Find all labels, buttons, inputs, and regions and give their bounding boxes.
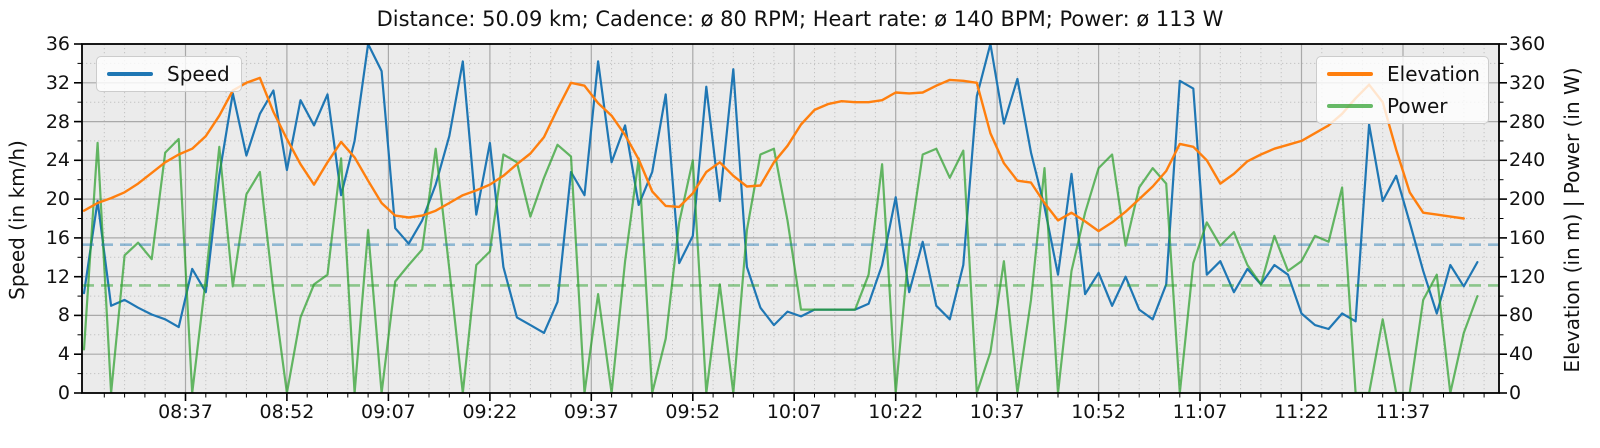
x-tick-label: 09:52 (665, 401, 721, 423)
y-left-tick-label: 8 (57, 304, 70, 327)
y-right-tick-label: 120 (1509, 265, 1546, 288)
y-left-tick-label: 0 (57, 382, 70, 404)
x-tick-label: 11:37 (1375, 401, 1431, 423)
x-tick-label: 08:37 (158, 401, 213, 423)
x-tick-label: 11:22 (1274, 401, 1329, 423)
y-left-tick-label: 4 (57, 343, 70, 366)
y-right-tick-label: 240 (1509, 149, 1546, 172)
x-tick-label: 09:22 (462, 401, 518, 423)
x-tick-label: 09:37 (563, 401, 619, 423)
speed-legend-label: Speed (167, 62, 230, 86)
legend-row-elevation: Elevation (1317, 61, 1488, 87)
legend-elevation-power: Elevation Power (1316, 56, 1489, 124)
legend-row-speed: Speed (97, 61, 230, 87)
left-axis-label: Speed (in km/h) (5, 140, 29, 300)
chart-title: Distance: 50.09 km; Cadence: ø 80 RPM; H… (376, 7, 1224, 31)
x-tick-label: 10:07 (766, 401, 822, 423)
elevation-legend-label: Elevation (1387, 62, 1480, 86)
y-left-tick-label: 16 (45, 226, 70, 249)
y-left-tick-label: 24 (45, 149, 70, 172)
speed-legend-line-icon (107, 72, 153, 76)
y-left-tick-label: 20 (45, 188, 70, 211)
y-right-tick-label: 280 (1509, 110, 1546, 133)
legend-row-power: Power (1317, 93, 1488, 119)
y-right-tick-label: 40 (1509, 343, 1534, 366)
y-right-tick-label: 360 (1509, 33, 1546, 55)
y-left-tick-label: 28 (45, 110, 70, 133)
y-right-tick-label: 320 (1509, 71, 1546, 94)
y-left-tick-label: 36 (45, 33, 70, 55)
y-right-tick-label: 80 (1509, 304, 1534, 327)
x-tick-label: 10:52 (1071, 401, 1126, 423)
y-left-tick-label: 12 (45, 265, 70, 288)
y-right-tick-label: 160 (1509, 226, 1546, 249)
power-legend-label: Power (1387, 94, 1448, 118)
power-legend-line-icon (1327, 104, 1373, 108)
x-tick-label: 09:07 (361, 401, 416, 423)
x-tick-label: 11:07 (1172, 401, 1228, 423)
y-right-tick-label: 200 (1509, 188, 1546, 211)
y-right-tick-label: 0 (1509, 382, 1522, 404)
legend-speed: Speed (96, 56, 242, 92)
x-tick-label: 10:37 (969, 401, 1025, 423)
x-tick-label: 08:52 (259, 401, 315, 423)
elevation-legend-line-icon (1327, 72, 1373, 76)
x-tick-label: 10:22 (868, 401, 924, 423)
y-left-tick-label: 32 (45, 71, 70, 94)
